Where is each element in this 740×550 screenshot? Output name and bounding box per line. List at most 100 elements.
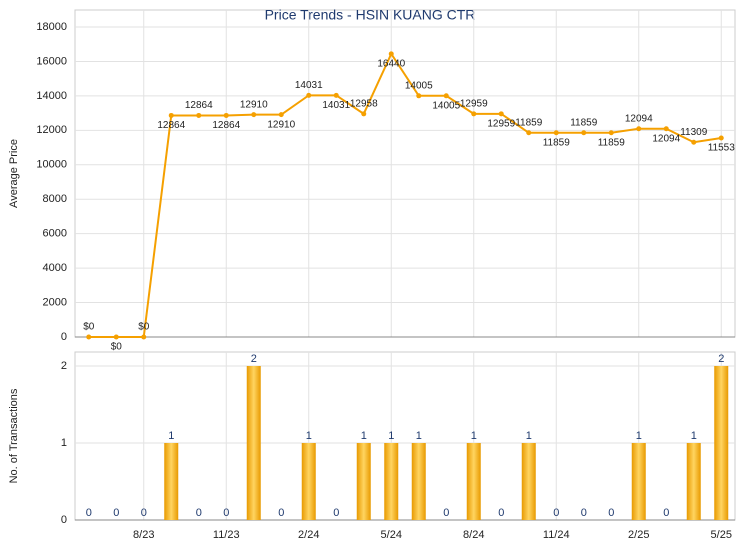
value-label: 12959	[487, 118, 515, 129]
bar	[714, 366, 729, 520]
price-point	[718, 135, 724, 141]
price-point	[168, 112, 174, 118]
price-point	[663, 126, 669, 132]
price-point	[251, 112, 257, 118]
bar-value-label: 0	[86, 507, 92, 519]
bar-value-label: 0	[443, 507, 449, 519]
price-point	[416, 93, 422, 99]
y-tick-label: 0	[61, 514, 67, 526]
price-point	[498, 111, 504, 117]
bar	[521, 443, 536, 520]
bar	[164, 443, 179, 520]
value-label: 12910	[240, 99, 268, 110]
bar	[356, 443, 371, 520]
bar-value-label: 2	[718, 353, 724, 365]
y-tick-label: 8000	[43, 193, 67, 205]
bar-value-label: 0	[608, 507, 614, 519]
price-point	[636, 126, 642, 132]
value-label: 12864	[212, 120, 240, 131]
price-point	[141, 334, 147, 340]
price-point	[113, 334, 119, 340]
bar-value-label: 0	[278, 507, 284, 519]
value-label: 12958	[350, 98, 378, 109]
value-label: 14031	[322, 100, 350, 111]
bar-value-label: 0	[663, 507, 669, 519]
value-label: 12094	[625, 113, 653, 124]
price-point	[196, 112, 202, 118]
price-point	[86, 334, 92, 340]
bar-value-label: 0	[196, 507, 202, 519]
x-tick-label: 11/24	[543, 529, 570, 541]
bar-value-label: 2	[251, 353, 257, 365]
value-label: 16440	[377, 59, 405, 70]
bar	[466, 443, 481, 520]
bar-value-label: 1	[636, 430, 642, 442]
value-label: 12910	[267, 119, 295, 130]
bar-value-label: 1	[168, 430, 174, 442]
y-tick-label: 2000	[43, 296, 67, 308]
y-tick-label: 0	[61, 331, 67, 343]
value-label: $0	[111, 342, 123, 353]
price-line	[88, 51, 722, 338]
value-label: 14031	[295, 80, 323, 91]
x-tick-label: 11/23	[213, 529, 240, 541]
y-tick-label: 6000	[43, 228, 67, 240]
y-axis-label: Average Price	[8, 139, 20, 208]
price-point	[553, 130, 559, 136]
bar-value-label: 0	[113, 507, 119, 519]
value-label: $0	[138, 322, 150, 333]
bar-value-label: 1	[306, 430, 312, 442]
bar-value-label: 0	[581, 507, 587, 519]
value-label: 11553	[708, 143, 736, 154]
value-label: 11859	[598, 137, 626, 148]
value-label: 11859	[515, 117, 543, 128]
price-point	[278, 112, 284, 118]
bar-value-label: 0	[333, 507, 339, 519]
value-label: 14005	[432, 100, 460, 111]
price-point	[388, 51, 394, 57]
y-tick-label: 4000	[43, 262, 67, 274]
y-tick-label: 14000	[36, 90, 67, 102]
value-label: $0	[83, 322, 95, 333]
y-tick-label: 10000	[36, 159, 67, 171]
value-label: 11859	[570, 117, 598, 128]
bar-value-label: 1	[361, 430, 367, 442]
x-tick-label: 2/24	[298, 529, 319, 541]
y-axis-label: No. of Transactions	[8, 388, 20, 483]
price-point	[306, 92, 312, 98]
bar-value-label: 0	[553, 507, 559, 519]
price-point	[333, 92, 339, 98]
x-tick-label: 5/25	[711, 529, 732, 541]
chart-title: Price Trends - HSIN KUANG CTR	[265, 7, 476, 23]
x-tick-label: 5/24	[381, 529, 402, 541]
x-tick-label: 2/25	[628, 529, 649, 541]
bar	[384, 443, 399, 520]
y-tick-label: 16000	[36, 55, 67, 67]
bar	[411, 443, 426, 520]
y-tick-label: 1	[61, 437, 67, 449]
price-point	[581, 130, 587, 136]
price-point	[608, 130, 614, 136]
bar	[686, 443, 701, 520]
bar-value-label: 0	[141, 507, 147, 519]
price-point	[471, 111, 477, 117]
value-label: 12864	[185, 100, 213, 111]
bar-value-label: 1	[691, 430, 697, 442]
price-point	[361, 111, 367, 117]
bar-value-label: 1	[388, 430, 394, 442]
bar-value-label: 1	[416, 430, 422, 442]
value-label: 11859	[543, 137, 571, 148]
x-tick-label: 8/23	[133, 529, 154, 541]
value-label: 12864	[157, 120, 185, 131]
y-tick-label: 12000	[36, 124, 67, 136]
value-label: 12959	[460, 98, 488, 109]
y-tick-label: 18000	[36, 21, 67, 33]
y-tick-label: 2	[61, 360, 67, 372]
price-point	[526, 130, 532, 136]
bar-value-label: 0	[498, 507, 504, 519]
price-point	[691, 139, 697, 145]
bar-value-label: 1	[526, 430, 532, 442]
bar-value-label: 0	[223, 507, 229, 519]
price-point	[223, 112, 229, 118]
value-label: 14005	[405, 80, 433, 91]
